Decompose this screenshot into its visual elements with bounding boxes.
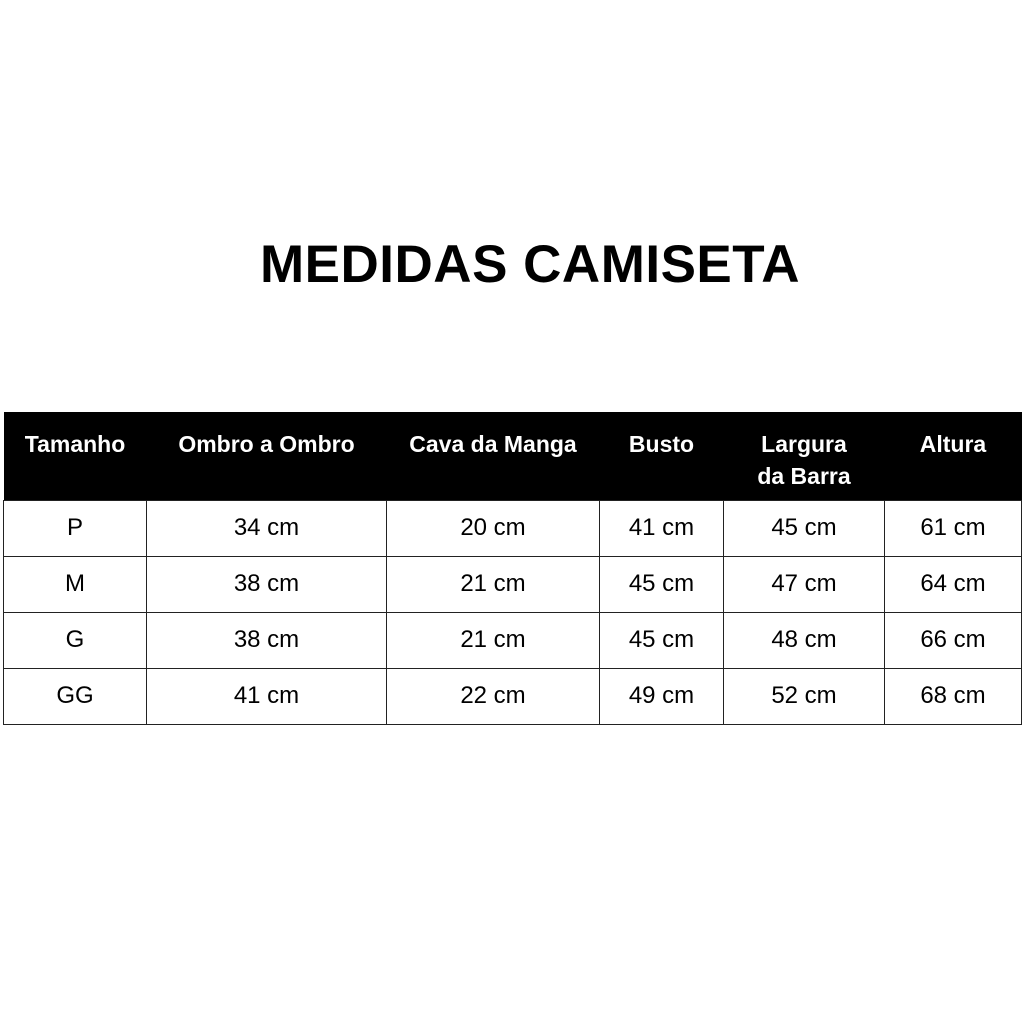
cell-altura: 64 cm	[884, 555, 1022, 613]
cell-busto: 41 cm	[599, 499, 724, 557]
header-cava: Cava da Manga	[386, 412, 600, 500]
table-row: G 38 cm 21 cm 45 cm 48 cm 66 cm	[3, 611, 1022, 669]
cell-cava: 21 cm	[386, 555, 600, 613]
header-busto: Busto	[599, 412, 724, 500]
cell-cava: 22 cm	[386, 667, 600, 725]
cell-busto: 45 cm	[599, 555, 724, 613]
cell-ombro: 34 cm	[146, 499, 387, 557]
header-largura: Largura da Barra	[723, 412, 885, 500]
cell-ombro: 38 cm	[146, 555, 387, 613]
cell-ombro: 38 cm	[146, 611, 387, 669]
cell-busto: 45 cm	[599, 611, 724, 669]
page-title: MEDIDAS CAMISETA	[260, 235, 800, 294]
table-row: M 38 cm 21 cm 45 cm 47 cm 64 cm	[3, 555, 1022, 613]
cell-cava: 20 cm	[386, 499, 600, 557]
cell-largura: 45 cm	[723, 499, 885, 557]
cell-altura: 66 cm	[884, 611, 1022, 669]
cell-altura: 61 cm	[884, 499, 1022, 557]
cell-altura: 68 cm	[884, 667, 1022, 725]
cell-largura: 48 cm	[723, 611, 885, 669]
cell-tamanho: M	[3, 555, 147, 613]
table-header-row: Tamanho Ombro a Ombro Cava da Manga Bust…	[3, 412, 1022, 500]
table-row: GG 41 cm 22 cm 49 cm 52 cm 68 cm	[3, 667, 1022, 725]
cell-busto: 49 cm	[599, 667, 724, 725]
cell-tamanho: P	[3, 499, 147, 557]
size-table: Tamanho Ombro a Ombro Cava da Manga Bust…	[3, 412, 1022, 725]
header-ombro: Ombro a Ombro	[146, 412, 387, 500]
cell-tamanho: G	[3, 611, 147, 669]
cell-largura: 47 cm	[723, 555, 885, 613]
cell-tamanho: GG	[3, 667, 147, 725]
header-tamanho: Tamanho	[3, 412, 147, 500]
cell-ombro: 41 cm	[146, 667, 387, 725]
header-altura: Altura	[884, 412, 1022, 500]
cell-cava: 21 cm	[386, 611, 600, 669]
cell-largura: 52 cm	[723, 667, 885, 725]
table-row: P 34 cm 20 cm 41 cm 45 cm 61 cm	[3, 499, 1022, 557]
